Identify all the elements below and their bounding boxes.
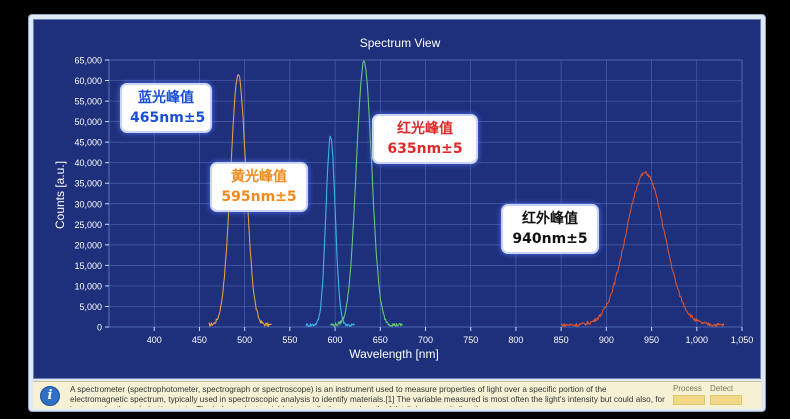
- x-tick-label: 750: [463, 335, 478, 345]
- y-tick-label: 40,000: [74, 158, 102, 168]
- callout-ir-title: 红外峰值: [522, 211, 578, 227]
- x-tick-label: 850: [554, 335, 569, 345]
- x-tick-label: 1,000: [686, 335, 709, 345]
- y-tick-label: 60,000: [74, 76, 102, 86]
- callout-blue-value: 465nm±5: [130, 110, 206, 126]
- spectrum-series-3: [330, 60, 403, 327]
- y-tick-label: 15,000: [74, 261, 102, 271]
- y-tick-label: 45,000: [74, 138, 102, 148]
- y-tick-label: 5,000: [79, 302, 102, 312]
- callout-blue-title: 蓝光峰值: [138, 90, 194, 106]
- callout-red-value: 635nm±5: [387, 141, 463, 157]
- y-tick-label: 25,000: [74, 220, 102, 230]
- info-description: A spectrometer (spectrophotometer, spect…: [70, 385, 665, 407]
- callout-blue-peak: 蓝光峰值 465nm±5: [120, 83, 212, 133]
- x-tick-label: 1,050: [731, 335, 754, 345]
- x-tick-label: 700: [418, 335, 433, 345]
- info-bar: i A spectrometer (spectrophotometer, spe…: [33, 381, 761, 409]
- detect-label: Detect: [710, 384, 734, 393]
- x-tick-label: 450: [192, 335, 207, 345]
- callout-ir-value: 940nm±5: [512, 231, 588, 247]
- process-label: Process: [673, 384, 702, 393]
- y-tick-label: 35,000: [74, 179, 102, 189]
- callout-yellow-title: 黄光峰值: [231, 169, 287, 185]
- y-axis-label: Counts [a.u.]: [53, 161, 67, 229]
- spectrum-series-4: [560, 170, 725, 328]
- spectrum-chart: 0 5,000 10,000 15,000 20,000 25,000 30,000 35,0…: [53, 36, 754, 361]
- chart-title: Spectrum View: [360, 36, 441, 50]
- x-tick-label: 400: [147, 335, 162, 345]
- x-tick-label: 900: [599, 335, 614, 345]
- y-tick-label: 30,000: [74, 199, 102, 209]
- y-tick-label: 55,000: [74, 97, 102, 107]
- spectrum-window: 0 5,000 10,000 15,000 20,000 25,000 30,000 35,0…: [28, 14, 766, 412]
- x-tick-label: 650: [373, 335, 388, 345]
- detect-indicator: [710, 395, 742, 405]
- x-tick-label: 600: [328, 335, 343, 345]
- callout-ir-peak: 红外峰值 940nm±5: [501, 204, 599, 254]
- x-tick-label: 950: [644, 335, 659, 345]
- y-tick-label: 10,000: [74, 281, 102, 291]
- x-tick-label: 550: [282, 335, 297, 345]
- x-tick-label: 800: [508, 335, 523, 345]
- y-tick-label: 65,000: [74, 56, 102, 66]
- process-indicator: [673, 395, 705, 405]
- callout-yellow-peak: 黄光峰值 595nm±5: [210, 162, 308, 212]
- spectrum-series-1: [208, 74, 272, 327]
- spectrum-plot-panel: 0 5,000 10,000 15,000 20,000 25,000 30,000 35,0…: [33, 19, 761, 379]
- x-axis-label: Wavelength [nm]: [349, 347, 439, 361]
- y-tick-label: 20,000: [74, 240, 102, 250]
- info-icon[interactable]: i: [40, 386, 60, 406]
- callout-red-peak: 红光峰值 635nm±5: [372, 114, 478, 164]
- spectrum-series-2: [305, 135, 355, 328]
- y-tick-label: 0: [97, 323, 102, 333]
- callout-red-title: 红光峰值: [397, 121, 453, 137]
- y-tick-label: 50,000: [74, 117, 102, 127]
- x-tick-label: 500: [237, 335, 252, 345]
- callout-yellow-value: 595nm±5: [221, 189, 297, 205]
